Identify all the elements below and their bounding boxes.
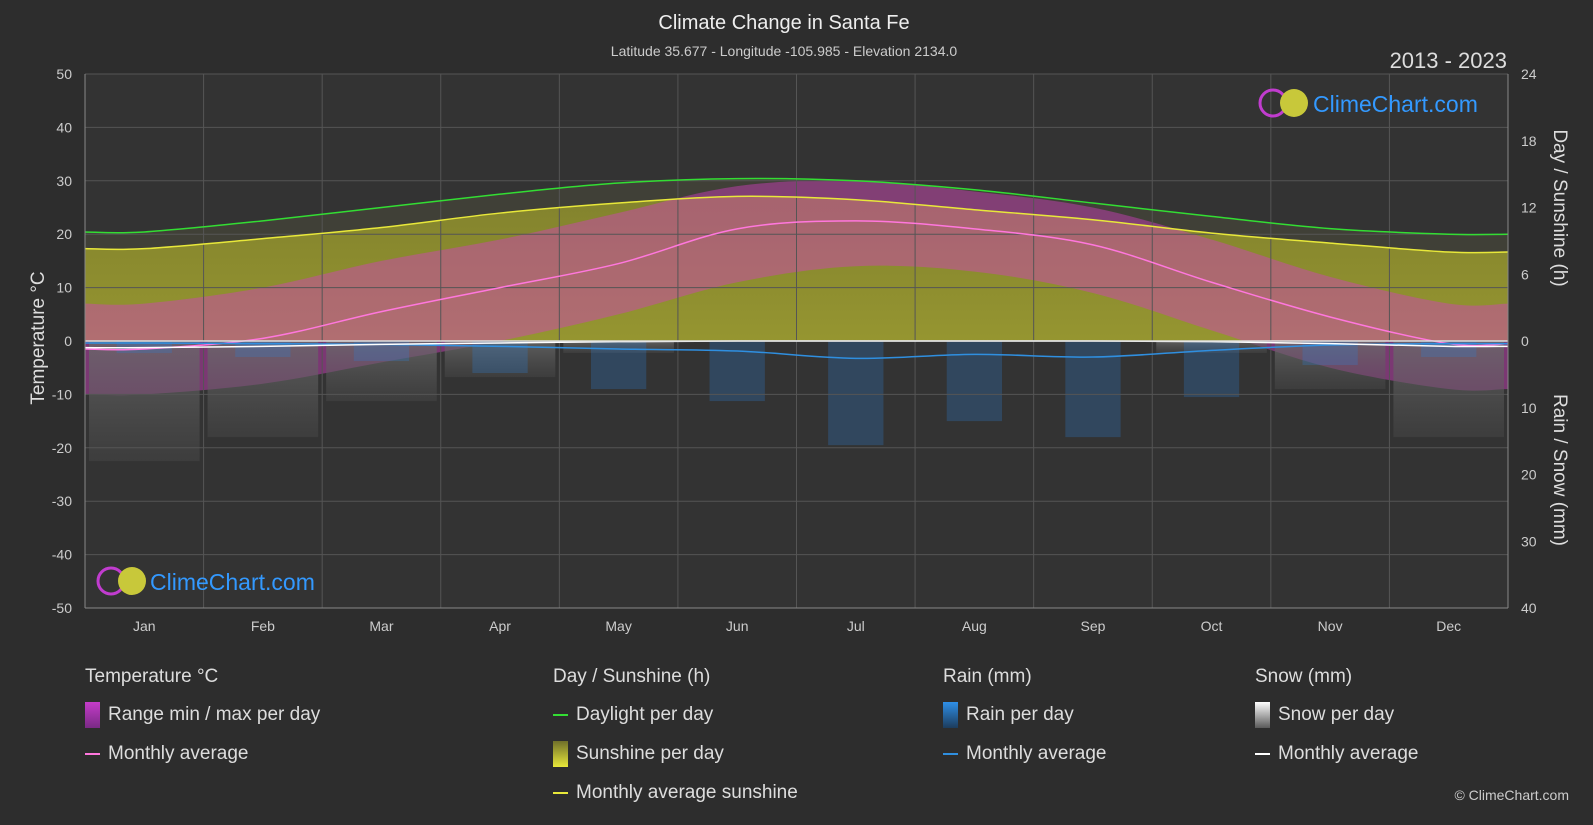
snow-avg-swatch xyxy=(1255,753,1270,755)
x-tick-label: Nov xyxy=(1318,618,1343,634)
snow-swatch xyxy=(1255,702,1270,728)
snow-bar xyxy=(89,341,200,462)
rain-bar xyxy=(1065,341,1121,438)
y-right-bottom-tick-label: 30 xyxy=(1521,533,1537,549)
y-right-bottom-tick-label: 20 xyxy=(1521,467,1537,483)
legend: Temperature °C Range min / max per day M… xyxy=(0,664,1593,814)
legend-heading-temperature: Temperature °C xyxy=(85,666,219,687)
y-left-tick-label: 50 xyxy=(56,66,72,82)
y-right-top-label: Day / Sunshine (h) xyxy=(1549,129,1570,286)
legend-snow: Snow (mm) Snow per day Monthly average xyxy=(1255,666,1419,764)
x-tick-label: Sep xyxy=(1080,618,1105,634)
rain-avg-line xyxy=(84,342,1509,360)
temp-avg-swatch xyxy=(85,753,100,755)
rain-bar xyxy=(235,341,291,358)
y-right-top-tick-label: 0 xyxy=(1521,333,1529,349)
y-right-top-tick-label: 24 xyxy=(1521,66,1537,82)
axes: 50 40 30 20 10 0 -10 -20 -30 -40 -50 24 18 12 6 0 10 20 30… xyxy=(52,66,1537,634)
x-tick-label: Dec xyxy=(1436,618,1461,634)
rain-bar xyxy=(828,341,884,446)
climate-chart: 50 40 30 20 10 0 -10 -20 -30 -40 -50 24 18 12 6 0 10 20 30… xyxy=(28,12,1570,634)
x-tick-label: Apr xyxy=(489,618,511,634)
y-right-top-tick-label: 6 xyxy=(1521,266,1529,282)
y-left-tick-label: 30 xyxy=(56,173,72,189)
rain-bar xyxy=(946,341,1003,422)
logo-sun-icon xyxy=(1280,89,1308,117)
daylight-line xyxy=(84,177,1509,236)
y-left-label: Temperature °C xyxy=(28,271,49,404)
legend-heading-rain: Rain (mm) xyxy=(943,666,1032,687)
brand-text-bottom: ClimeChart.com xyxy=(150,569,315,595)
y-left-tick-label: 10 xyxy=(56,280,72,296)
legend-sunshine: Day / Sunshine (h) Daylight per day Suns… xyxy=(553,666,798,803)
y-left-tick-label: 20 xyxy=(56,226,72,242)
snow-bar xyxy=(1156,341,1267,354)
snow-bar xyxy=(326,341,437,402)
legend-heading-sunshine: Day / Sunshine (h) xyxy=(553,666,711,687)
sunshine-avg-swatch xyxy=(553,792,568,794)
daylight-swatch xyxy=(553,714,568,716)
y-right-bottom-tick-label: 40 xyxy=(1521,600,1537,616)
legend-rain: Rain (mm) Rain per day Monthly average xyxy=(943,666,1107,764)
chart-title: Climate Change in Santa Fe xyxy=(658,12,909,34)
x-tick-label: Oct xyxy=(1201,618,1223,634)
brand-logo-bottom[interactable]: ClimeChart.com xyxy=(96,566,315,596)
y-left-tick-label: 0 xyxy=(64,333,72,349)
rain-avg-swatch xyxy=(943,753,958,755)
x-tick-label: Mar xyxy=(369,618,393,634)
x-tick-label: Jan xyxy=(133,618,156,634)
snow-bar xyxy=(1393,341,1504,438)
y-right-bottom-label: Rain / Snow (mm) xyxy=(1549,394,1570,546)
brand-logo-top[interactable]: ClimeChart.com xyxy=(1258,88,1478,118)
temp-range-swatch xyxy=(85,702,100,728)
y-right-top-tick-label: 18 xyxy=(1521,133,1537,149)
legend-temperature: Temperature °C Range min / max per day M… xyxy=(85,666,321,764)
snow-bar xyxy=(1274,341,1386,390)
temp-avg-line xyxy=(84,220,1509,351)
y-left-tick-label: -20 xyxy=(52,440,72,456)
x-tick-label: Jul xyxy=(847,618,865,634)
x-tick-label: Feb xyxy=(251,618,275,634)
snow-bar xyxy=(207,341,319,438)
logo-sun-icon xyxy=(118,567,146,595)
y-left-tick-label: -30 xyxy=(52,493,72,509)
sunshine-avg-line xyxy=(84,195,1509,254)
x-tick-label: May xyxy=(605,618,631,634)
y-left-tick-label: -50 xyxy=(52,600,72,616)
sunshine-swatch xyxy=(553,741,568,767)
x-tick-label: Aug xyxy=(962,618,987,634)
legend-heading-snow: Snow (mm) xyxy=(1255,666,1353,687)
year-range: 2013 - 2023 xyxy=(1390,48,1507,73)
y-right-bottom-tick-label: 10 xyxy=(1521,400,1537,416)
copyright: © ClimeChart.com xyxy=(1454,787,1569,803)
y-left-tick-label: -40 xyxy=(52,547,72,563)
chart-subtitle: Latitude 35.677 - Longitude -105.985 - E… xyxy=(611,43,958,59)
rain-swatch xyxy=(943,702,958,728)
y-left-tick-label: -10 xyxy=(52,386,72,402)
series-lines xyxy=(84,177,1509,360)
rain-bar xyxy=(353,341,410,362)
brand-text-top: ClimeChart.com xyxy=(1313,91,1478,117)
y-right-top-tick-label: 12 xyxy=(1521,200,1537,216)
y-left-tick-label: 40 xyxy=(56,119,72,135)
x-tick-label: Jun xyxy=(726,618,749,634)
